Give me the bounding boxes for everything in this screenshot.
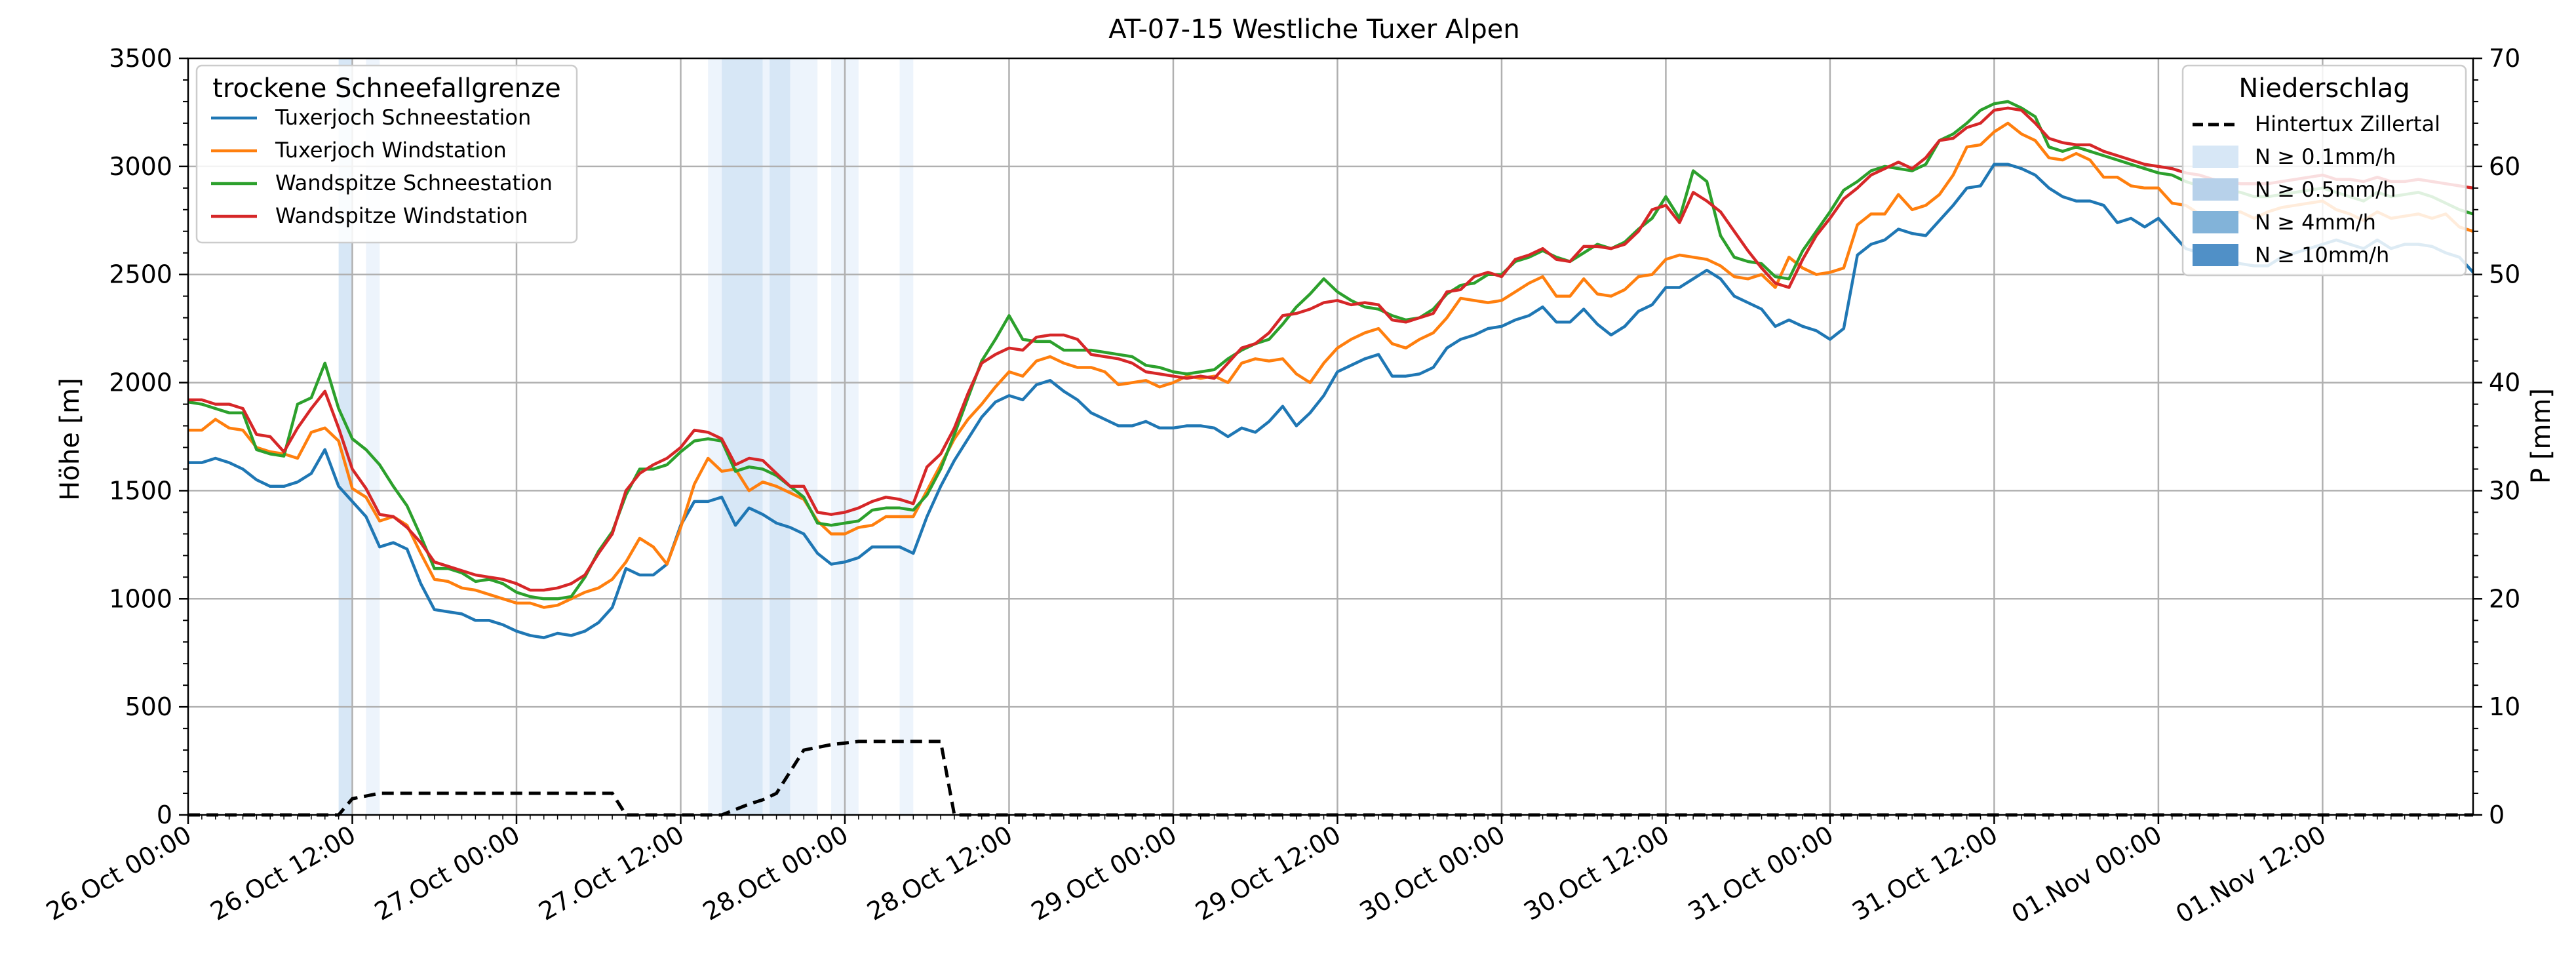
precip-line-hintertux — [188, 740, 2473, 817]
legend-precip-title: Niederschlag — [2238, 73, 2410, 104]
series-line-3 — [187, 100, 2474, 601]
series-lines — [187, 100, 2474, 639]
legend-snowline-box — [195, 64, 578, 244]
chart-title: AT-07-15 Westliche Tuxer Alpen — [1108, 14, 1519, 45]
y-tick-label: 3000 — [109, 152, 172, 181]
precip-bands — [338, 58, 914, 815]
series-line-4 — [188, 106, 2474, 592]
legend-snowline-label: Wandspitze Schneestation — [275, 170, 553, 195]
y-right-tick-label: 30 — [2489, 476, 2520, 505]
y-right-tick-label: 60 — [2489, 152, 2520, 181]
legend-precip-swatch-4 — [2193, 244, 2238, 266]
y-tick-label: 2500 — [109, 260, 172, 289]
legend-precip-swatch-3 — [2193, 211, 2238, 233]
y-tick-label: 1500 — [109, 476, 172, 505]
legend-snowline-label: Tuxerjoch Schneestation — [275, 105, 531, 130]
legend-snowline-label: Tuxerjoch Windstation — [275, 138, 507, 163]
y-tick-label: 1000 — [109, 584, 172, 613]
legend-precip-box — [2181, 64, 2467, 277]
legend-snowline-label: Wandspitze Windstation — [275, 203, 528, 228]
legend-precipitation: Niederschlag Hintertux Zillertal N ≥ 0.1mm… — [2181, 64, 2467, 277]
y-right-tick-label: 50 — [2489, 260, 2520, 289]
y-right-tick-label: 70 — [2489, 44, 2520, 73]
legend-precip-label: N ≥ 0.5mm/h — [2255, 177, 2396, 202]
legend-precip-label: Hintertux Zillertal — [2255, 111, 2440, 136]
legend-precip-swatch-2 — [2193, 178, 2238, 201]
y-tick-label: 500 — [125, 692, 172, 721]
legend-precip-label: N ≥ 4mm/h — [2255, 210, 2376, 235]
precip-line — [188, 740, 2473, 817]
precip-band-1 — [366, 58, 380, 815]
precip-band-6 — [804, 58, 818, 815]
legend-precip-label: N ≥ 0.1mm/h — [2255, 144, 2396, 169]
y-tick-label: 2000 — [109, 368, 172, 397]
y-axis-label: Höhe [m] — [55, 378, 85, 500]
precip-band-3 — [722, 58, 763, 815]
legend-snowline-title: trockene Schneefallgrenze — [212, 73, 560, 104]
series-line-1 — [188, 163, 2474, 639]
precip-band-5 — [770, 58, 790, 815]
y-right-tick-label: 10 — [2489, 692, 2520, 721]
precip-band-8 — [899, 58, 914, 815]
y-right-tick-label: 0 — [2489, 801, 2505, 829]
y-tick-label: 3500 — [109, 44, 172, 73]
y-tick-label: 0 — [157, 801, 172, 829]
y-axis-right-label: P [mm] — [2526, 388, 2556, 484]
y-right-tick-label: 40 — [2489, 368, 2520, 397]
series-line-2 — [188, 121, 2474, 609]
legend-precip-label: N ≥ 10mm/h — [2255, 243, 2389, 267]
legend-precip-swatch-1 — [2193, 146, 2238, 168]
y-right-tick-label: 20 — [2489, 584, 2520, 613]
precip-band-0 — [338, 58, 353, 815]
plot-frame — [187, 57, 2474, 816]
